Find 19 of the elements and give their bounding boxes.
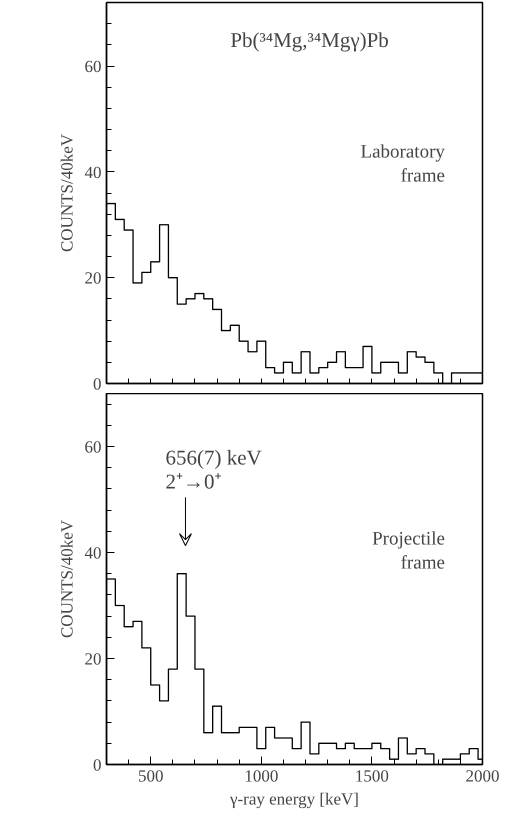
x-tick-label: 1000 [244, 766, 278, 786]
y-tick-label: 20 [84, 268, 102, 288]
y-tick-label: 60 [84, 438, 102, 456]
x-tick-label: 500 [138, 766, 164, 786]
y-axis-title: COUNTS/40keV [58, 133, 76, 252]
x-axis-title: γ-ray energy [keV] [229, 790, 359, 808]
y-tick-label: 20 [84, 650, 102, 668]
y-axis-title: COUNTS/40keV [58, 519, 76, 638]
annotation: Pb(³⁴Mg,³⁴Mgγ)Pb [230, 28, 389, 52]
y-tick-label: 0 [93, 374, 102, 394]
y-tick-label: 40 [84, 162, 102, 182]
y-tick-label: 40 [84, 544, 102, 562]
annotation: Projectile frame [372, 528, 445, 574]
x-tick-label: 1500 [354, 766, 389, 786]
annotation: Laboratory frame [360, 142, 446, 187]
y-tick-label: 0 [93, 756, 102, 774]
annotation: 656(7) keV 2⁺→0⁺ [165, 445, 262, 494]
y-tick-label: 60 [84, 57, 102, 76]
x-tick-label: 2000 [466, 766, 500, 786]
